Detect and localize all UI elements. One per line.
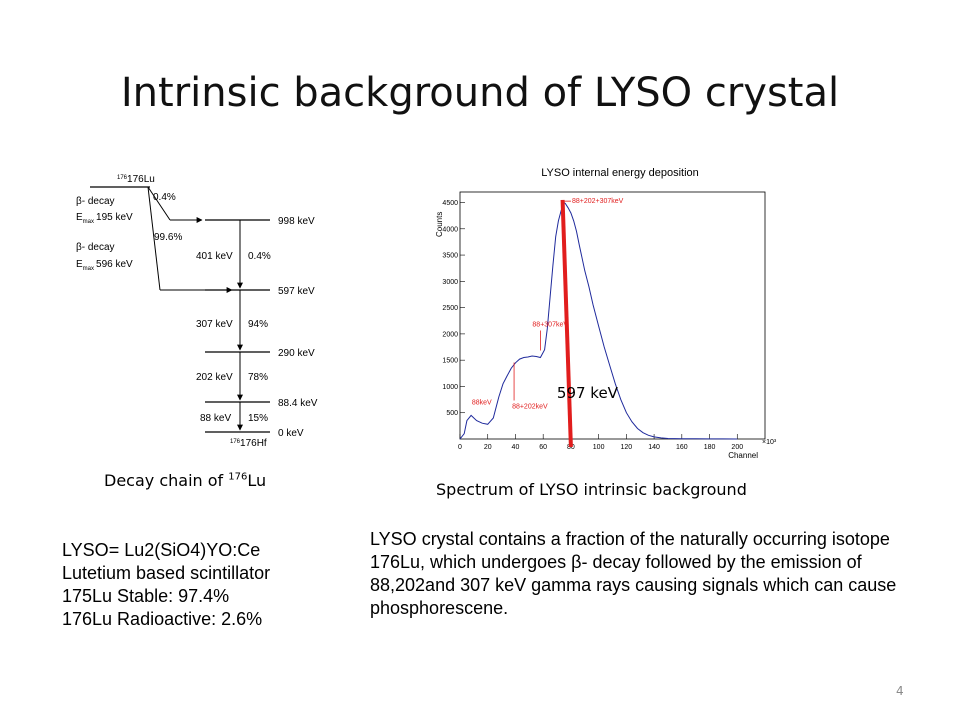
peak-annotation: 88keV xyxy=(472,400,492,407)
fact-line: LYSO= Lu2(SiO4)YO:Ce xyxy=(62,540,261,560)
y-tick-label: 4500 xyxy=(442,200,458,207)
y-tick-label: 2500 xyxy=(442,305,458,312)
fact-line: Lutetium based scintillator xyxy=(62,563,271,583)
transition-88-energy: 88 keV xyxy=(200,413,231,424)
lyso-description: LYSO crystal contains a fraction of the … xyxy=(370,529,897,618)
y-tick-label: 2000 xyxy=(442,331,458,338)
x-tick-label: 140 xyxy=(648,444,660,451)
transition-202-energy: 202 keV xyxy=(196,372,233,383)
level-597: 597 keV xyxy=(278,286,315,297)
fact-line: 176Lu Radioactive: 2.6% xyxy=(62,609,263,629)
plot-frame xyxy=(459,191,766,440)
x-tick-label: 0 xyxy=(458,444,462,451)
transition-307-energy: 307 keV xyxy=(196,319,233,330)
branch1-type: β- decay xyxy=(76,196,115,207)
x-tick-label: 160 xyxy=(676,444,688,451)
branch1-fraction: 99.6% xyxy=(154,232,182,243)
level-0: 0 keV xyxy=(278,428,304,439)
branch2-fraction: 0.4% xyxy=(153,192,176,203)
level-290: 290 keV xyxy=(278,348,315,359)
y-tick-label: 1500 xyxy=(442,358,458,365)
transition-401-intensity: 0.4% xyxy=(248,251,271,262)
peak-annotation: 88+202keV xyxy=(512,403,548,410)
page-number: 4 xyxy=(896,684,904,698)
x-tick-label: 60 xyxy=(539,444,547,451)
spectrum-chart: LYSO internal energy deposition Counts C… xyxy=(435,167,777,460)
597kev-label: 597 keV xyxy=(557,384,619,402)
y-tick-label: 3500 xyxy=(442,253,458,260)
branch1-emax: Emax 195 keV xyxy=(76,212,133,225)
daughter-label: 176176Hf xyxy=(230,438,267,449)
spectrum-series-line xyxy=(459,201,738,440)
lyso-facts: LYSO= Lu2(SiO4)YO:Ce Lutetium based scin… xyxy=(62,539,270,631)
transition-202-intensity: 78% xyxy=(248,372,268,383)
transition-307-intensity: 94% xyxy=(248,319,268,330)
decay-scheme-diagram: 176176Lu β- decay Emax 195 keV 99.6% 0.4%… xyxy=(76,174,318,449)
peak-annotation: 88+202+307keV xyxy=(572,198,624,205)
x-tick-label: 120 xyxy=(621,444,633,451)
y-axis-label: Counts xyxy=(435,212,444,237)
x-tick-label: 180 xyxy=(704,444,716,451)
y-tick-label: 1000 xyxy=(442,384,458,391)
fact-line: 175Lu Stable: 97.4% xyxy=(62,586,230,606)
y-tick-label: 500 xyxy=(446,410,458,417)
x-tick-label: 20 xyxy=(484,444,492,451)
transition-401-energy: 401 keV xyxy=(196,251,233,262)
y-tick-label: 4000 xyxy=(442,226,458,233)
branch2-type: β- decay xyxy=(76,242,115,253)
spectrum-caption: Spectrum of LYSO intrinsic background xyxy=(436,480,747,499)
x-multiplier: ×10³ xyxy=(762,439,777,446)
transition-88-intensity: 15% xyxy=(248,413,268,424)
peak-annotation: 88+307keV xyxy=(532,322,568,329)
parent-label: 176176Lu xyxy=(117,174,155,185)
x-tick-label: 80 xyxy=(567,444,575,451)
level-998: 998 keV xyxy=(278,216,315,227)
x-tick-label: 40 xyxy=(512,444,520,451)
decay-chain-caption: Decay chain of 176Lu xyxy=(104,471,267,490)
x-tick-label: 100 xyxy=(593,444,605,451)
x-axis-label: Channel xyxy=(728,451,758,460)
slide-title: Intrinsic background of LYSO crystal xyxy=(120,70,840,116)
level-88: 88.4 keV xyxy=(278,398,318,409)
y-tick-label: 3000 xyxy=(442,279,458,286)
x-tick-label: 200 xyxy=(731,444,743,451)
chart-title: LYSO internal energy deposition xyxy=(541,167,699,179)
branch2-emax: Emax 596 keV xyxy=(76,259,133,272)
597kev-marker-line xyxy=(560,199,573,448)
